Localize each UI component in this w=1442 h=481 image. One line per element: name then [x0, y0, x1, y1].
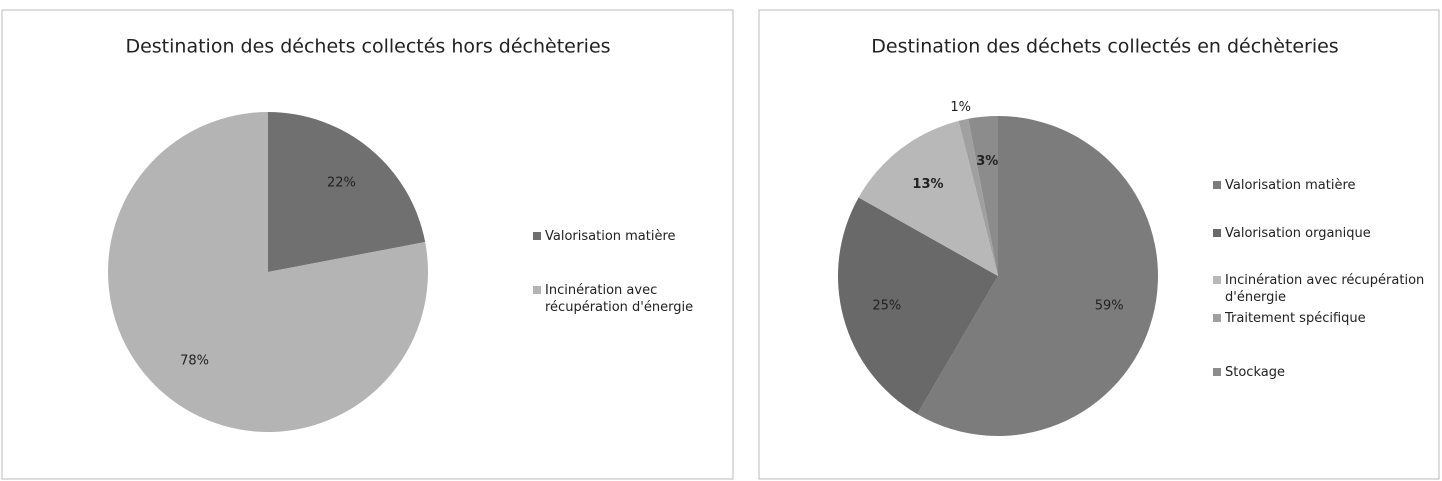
pie-slice: [968, 116, 998, 276]
legend-entry: Valorisation organique: [1213, 225, 1430, 242]
legend-swatch: [1213, 181, 1221, 189]
legend-entry: Stockage: [1213, 364, 1430, 381]
legend-label: Stockage: [1225, 365, 1285, 380]
legend-label: Incinération avec récupération d'énergie: [545, 283, 694, 315]
data-label: 22%: [327, 176, 356, 191]
legend-swatch: [1213, 314, 1221, 322]
data-label: 1%: [950, 100, 971, 115]
legend-label: Valorisation matière: [545, 229, 676, 244]
legend-swatch: [1213, 368, 1221, 376]
pie-slice: [958, 118, 998, 277]
legend-entry: Valorisation matière: [533, 228, 730, 245]
pie-slice: [858, 120, 998, 276]
legend-entry: Incinération avec récupération d'énergie: [1213, 272, 1430, 306]
legend-entry: Incinération avec récupération d'énergie: [533, 282, 730, 316]
chart-title: Destination des déchets collectés en déc…: [871, 36, 1338, 58]
legend-swatch: [533, 286, 541, 294]
data-label: 25%: [872, 299, 901, 314]
pie-slice: [268, 112, 426, 272]
data-label: 13%: [912, 177, 943, 192]
chart-title: Destination des déchets collectés hors d…: [125, 36, 610, 58]
legend-label: Valorisation matière: [1225, 178, 1356, 193]
legend-entry: Traitement spécifique: [1213, 310, 1430, 327]
legend-entry: Valorisation matière: [1213, 177, 1430, 194]
legend-swatch: [533, 232, 541, 240]
pie-slice: [838, 197, 998, 415]
legend-label: Incinération avec récupération d'énergie: [1225, 273, 1425, 305]
pie-slice: [917, 116, 1159, 436]
data-label: 78%: [180, 353, 209, 368]
data-label: 3%: [976, 154, 998, 169]
data-label: 59%: [1095, 299, 1124, 314]
legend-label: Traitement spécifique: [1225, 311, 1366, 326]
legend-swatch: [1213, 229, 1221, 237]
legend-label: Valorisation organique: [1225, 226, 1371, 241]
pie-slice: [107, 112, 428, 433]
legend-swatch: [1213, 276, 1221, 284]
